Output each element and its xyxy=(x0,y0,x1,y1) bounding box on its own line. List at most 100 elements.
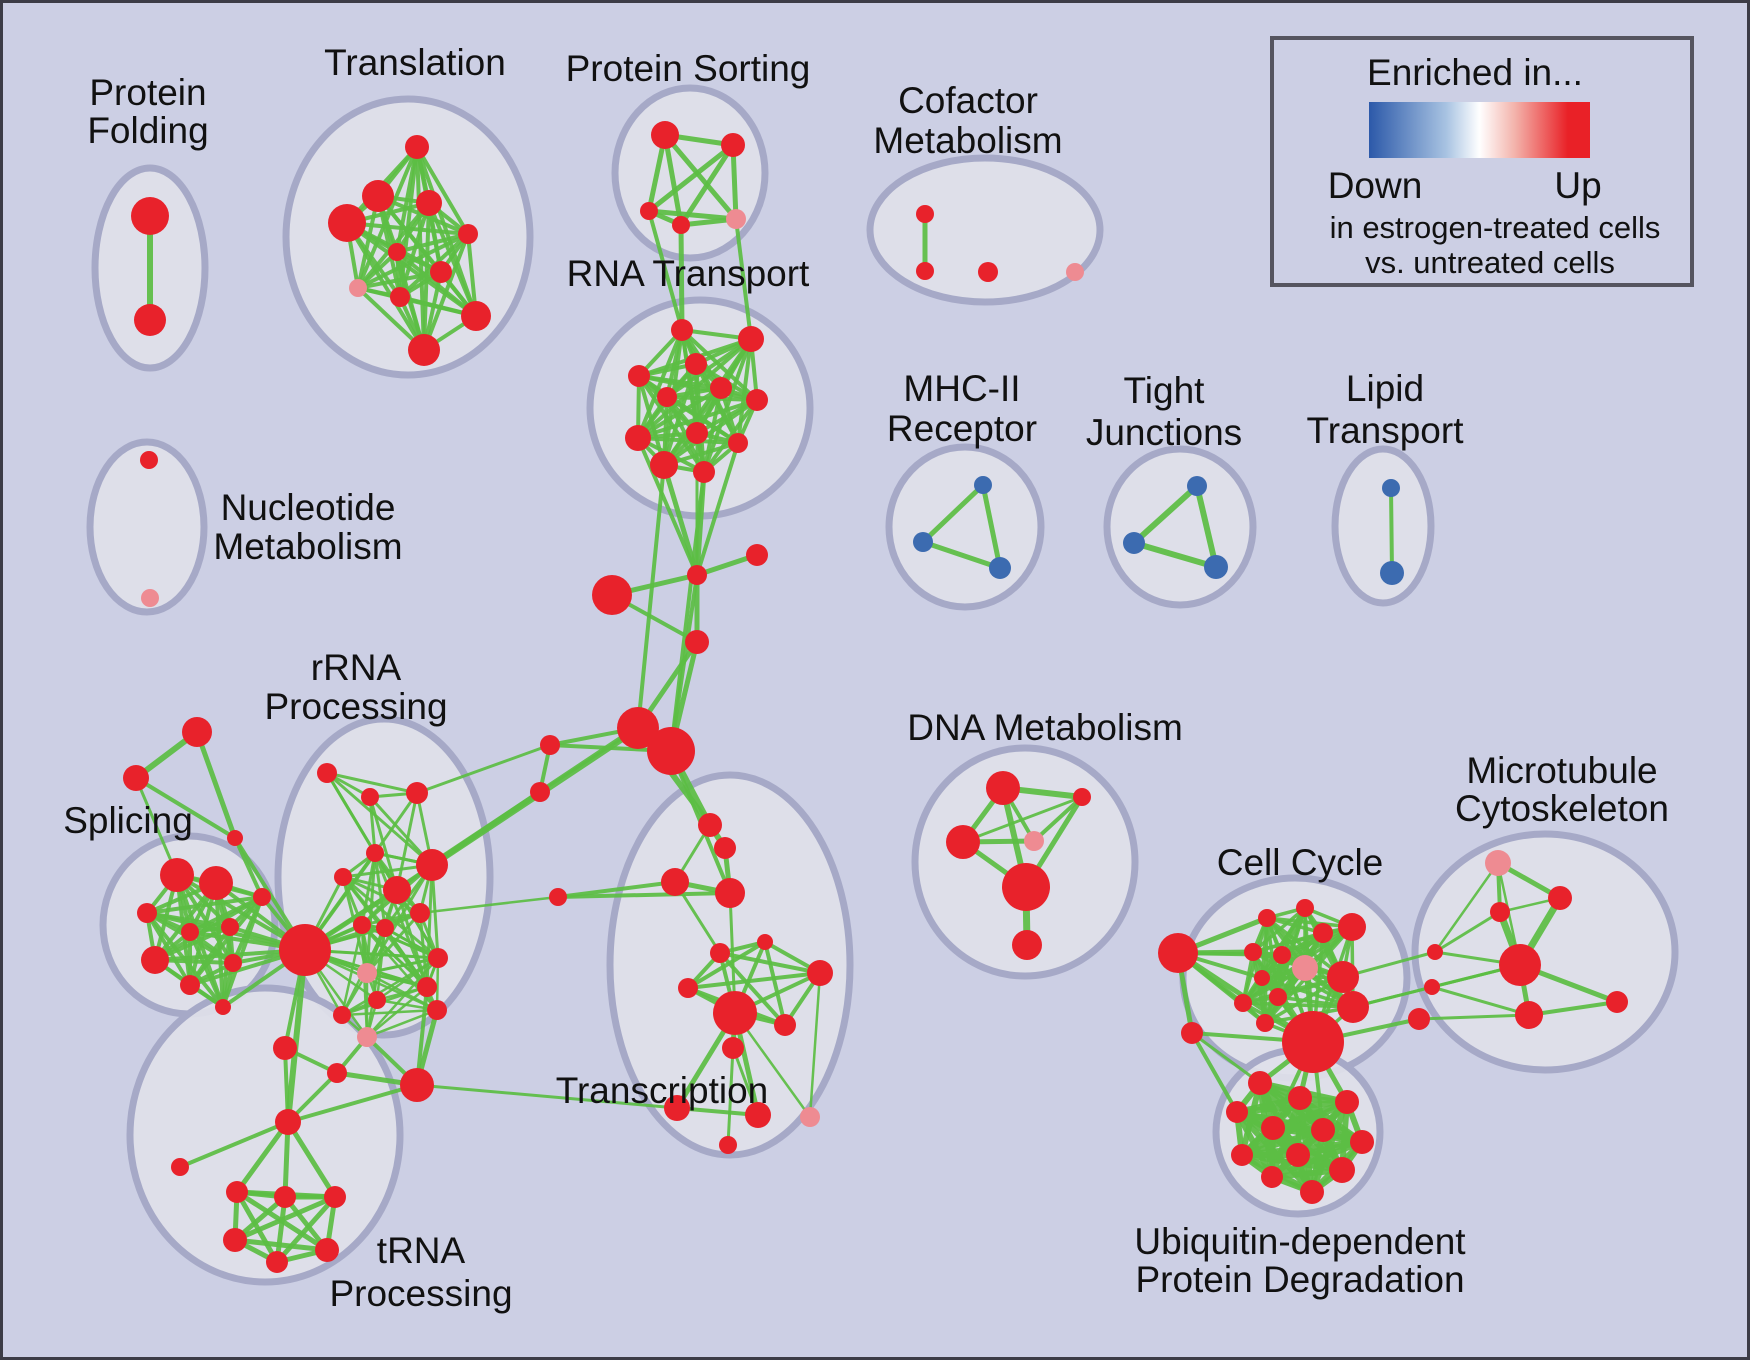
node-h1 xyxy=(617,707,659,749)
edge xyxy=(345,221,426,352)
nodes-layer xyxy=(123,121,1628,1273)
node-T9 xyxy=(774,1014,796,1036)
node-R12 xyxy=(279,924,331,976)
edge xyxy=(395,232,470,254)
node-X0 xyxy=(182,717,212,747)
node-r10 xyxy=(650,451,678,479)
node-B2 xyxy=(989,557,1011,579)
edge xyxy=(678,222,685,333)
node-S3 xyxy=(181,923,199,941)
node-N3 xyxy=(1024,831,1044,851)
node-S4 xyxy=(221,918,239,936)
edge xyxy=(325,771,419,795)
node-C13 xyxy=(1327,961,1359,993)
edge xyxy=(961,795,1084,844)
edge xyxy=(395,791,419,892)
node-T6 xyxy=(807,960,833,986)
node-N2 xyxy=(946,825,980,859)
node-U8 xyxy=(1286,1143,1310,1167)
node-R6 xyxy=(383,876,411,904)
edge xyxy=(1131,483,1200,546)
node-T1 xyxy=(714,837,736,859)
node-h2 xyxy=(647,727,695,775)
node-M7 xyxy=(1606,991,1628,1013)
node-T10 xyxy=(722,1037,744,1059)
cluster-label-tight-junctions: Tight xyxy=(1124,370,1206,411)
cluster-label-rna-transport: RNA Transport xyxy=(567,253,810,294)
cluster-label-splicing: Splicing xyxy=(63,800,193,841)
edge xyxy=(274,1194,338,1265)
node-s0 xyxy=(651,121,679,149)
node-U4 xyxy=(1261,1116,1285,1140)
edge xyxy=(734,217,753,341)
edge xyxy=(1234,1099,1350,1115)
node-U3 xyxy=(1226,1101,1248,1123)
edge xyxy=(1251,925,1354,954)
edge xyxy=(365,956,440,975)
node-D4 xyxy=(324,1186,346,1208)
cluster-label-protein-sorting: Protein Sorting xyxy=(566,48,811,89)
node-R17 xyxy=(427,1000,447,1020)
node-M0 xyxy=(1485,850,1511,876)
node-S7 xyxy=(180,975,200,995)
node-TL xyxy=(549,888,567,906)
node-U5 xyxy=(1311,1118,1335,1142)
edge xyxy=(1527,1000,1619,1017)
edge xyxy=(153,895,264,962)
cluster-label-ubiquitin-dependent-protein-degradation: Ubiquitin-dependent xyxy=(1134,1221,1466,1262)
edge xyxy=(1032,795,1084,843)
node-C11 xyxy=(1269,988,1287,1006)
node-t10 xyxy=(408,334,440,366)
edge xyxy=(415,1083,679,1110)
cluster-label-protein-folding: Folding xyxy=(87,110,208,151)
node-C10 xyxy=(1234,994,1252,1012)
edge xyxy=(188,895,264,987)
edge xyxy=(340,1008,439,1017)
edge xyxy=(232,1194,338,1243)
node-C14 xyxy=(1337,991,1369,1023)
edge xyxy=(646,142,736,214)
edge xyxy=(365,956,440,1039)
node-R19 xyxy=(327,1063,347,1083)
cluster-label-ubiquitin-dependent-protein-degradation: Protein Degradation xyxy=(1135,1259,1464,1300)
node-t7 xyxy=(349,279,367,297)
edge xyxy=(145,895,264,915)
legend-title: Enriched in... xyxy=(1367,52,1583,93)
cluster-label-cofactor-metabolism: Cofactor xyxy=(898,80,1038,121)
edge xyxy=(686,971,822,990)
edge xyxy=(702,398,759,474)
edge xyxy=(556,891,732,899)
node-t1 xyxy=(362,180,394,212)
node-D3 xyxy=(274,1186,296,1208)
edge xyxy=(365,985,429,1039)
node-U6 xyxy=(1350,1130,1374,1154)
node-r1 xyxy=(738,326,764,352)
node-R2 xyxy=(406,782,428,804)
node-S6 xyxy=(141,946,169,974)
edge xyxy=(415,743,552,795)
edge xyxy=(920,482,986,545)
node-t5 xyxy=(388,243,406,261)
cluster-label-cofactor-metabolism: Metabolism xyxy=(873,120,1062,161)
cluster-label-rrna-processing: Processing xyxy=(264,686,447,727)
node-S1 xyxy=(199,866,233,900)
edge xyxy=(1389,486,1394,575)
edge xyxy=(325,771,434,867)
node-B1 xyxy=(913,532,933,552)
node-U2 xyxy=(1335,1090,1359,1114)
node-U9 xyxy=(1329,1157,1355,1183)
node-R20 xyxy=(400,1068,434,1102)
node-S0 xyxy=(160,858,194,892)
node-T5 xyxy=(757,934,773,950)
node-R5 xyxy=(334,868,352,886)
node-T14 xyxy=(719,1136,737,1154)
node-r9 xyxy=(728,433,748,453)
node-t3 xyxy=(416,190,442,216)
edge xyxy=(662,132,739,222)
edge xyxy=(427,201,478,318)
node-R0 xyxy=(317,763,337,783)
cluster-label-transcription: Transcription xyxy=(556,1070,768,1111)
edge xyxy=(285,1119,338,1200)
